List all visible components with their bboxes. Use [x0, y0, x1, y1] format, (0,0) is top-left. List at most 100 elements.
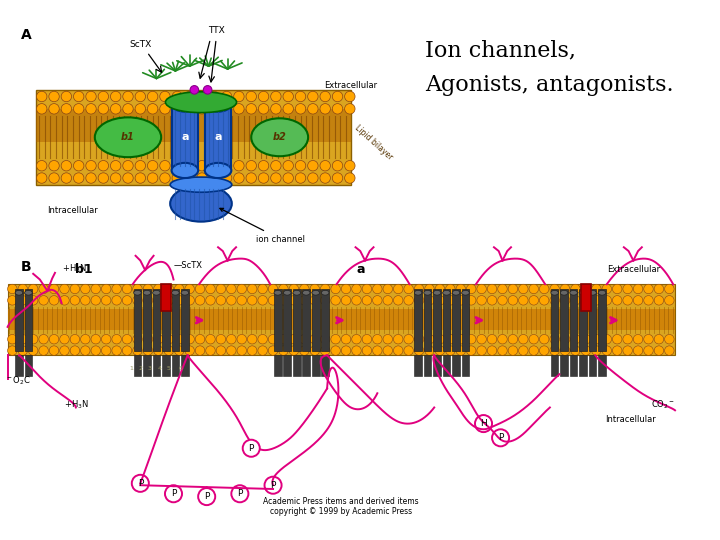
- Circle shape: [279, 346, 288, 355]
- Circle shape: [571, 295, 580, 305]
- Circle shape: [341, 295, 351, 305]
- Circle shape: [221, 173, 232, 183]
- Circle shape: [300, 334, 309, 344]
- Circle shape: [498, 295, 507, 305]
- Circle shape: [209, 104, 220, 114]
- Circle shape: [258, 284, 267, 294]
- Circle shape: [341, 284, 351, 294]
- Circle shape: [508, 334, 518, 344]
- Circle shape: [160, 173, 170, 183]
- Bar: [293, 289, 300, 350]
- Circle shape: [362, 295, 372, 305]
- Circle shape: [258, 346, 267, 355]
- Circle shape: [333, 91, 343, 102]
- Circle shape: [295, 91, 306, 102]
- Circle shape: [634, 334, 643, 344]
- Bar: [171, 104, 198, 171]
- Circle shape: [529, 334, 539, 344]
- Circle shape: [644, 284, 653, 294]
- Circle shape: [185, 295, 194, 305]
- Text: +H$_3$N: +H$_3$N: [62, 263, 86, 275]
- Circle shape: [164, 346, 174, 355]
- Circle shape: [237, 346, 246, 355]
- Circle shape: [295, 160, 306, 171]
- Circle shape: [300, 295, 309, 305]
- Circle shape: [73, 160, 84, 171]
- Circle shape: [550, 346, 559, 355]
- Circle shape: [487, 346, 497, 355]
- Circle shape: [122, 284, 132, 294]
- Circle shape: [258, 104, 269, 114]
- Circle shape: [8, 295, 17, 305]
- Circle shape: [623, 295, 632, 305]
- Circle shape: [487, 295, 497, 305]
- Circle shape: [602, 295, 611, 305]
- Circle shape: [456, 334, 466, 344]
- Ellipse shape: [302, 291, 310, 295]
- Circle shape: [98, 104, 109, 114]
- Circle shape: [221, 91, 232, 102]
- Circle shape: [529, 295, 539, 305]
- Circle shape: [602, 284, 611, 294]
- Circle shape: [8, 346, 17, 355]
- Circle shape: [320, 284, 330, 294]
- Circle shape: [446, 334, 455, 344]
- Circle shape: [61, 173, 71, 183]
- Circle shape: [70, 334, 80, 344]
- Circle shape: [435, 284, 445, 294]
- Circle shape: [174, 295, 184, 305]
- Circle shape: [498, 346, 507, 355]
- Circle shape: [352, 346, 361, 355]
- Circle shape: [237, 284, 246, 294]
- Circle shape: [209, 91, 220, 102]
- Circle shape: [123, 104, 133, 114]
- Circle shape: [143, 295, 153, 305]
- Circle shape: [122, 334, 132, 344]
- Circle shape: [216, 334, 225, 344]
- Text: ion channel: ion channel: [220, 208, 305, 244]
- Circle shape: [148, 173, 158, 183]
- Bar: [162, 289, 170, 350]
- Circle shape: [70, 295, 80, 305]
- Circle shape: [539, 295, 549, 305]
- Circle shape: [132, 475, 149, 492]
- Circle shape: [289, 284, 299, 294]
- Text: P: P: [171, 489, 176, 498]
- Circle shape: [231, 485, 248, 502]
- Circle shape: [185, 284, 194, 294]
- Circle shape: [414, 334, 424, 344]
- Bar: [284, 289, 291, 350]
- Circle shape: [81, 346, 90, 355]
- Circle shape: [320, 91, 330, 102]
- Bar: [443, 289, 450, 350]
- Circle shape: [467, 284, 476, 294]
- Circle shape: [383, 295, 392, 305]
- Circle shape: [581, 334, 590, 344]
- Ellipse shape: [251, 118, 308, 156]
- Circle shape: [310, 295, 320, 305]
- Ellipse shape: [15, 291, 23, 295]
- Circle shape: [60, 295, 69, 305]
- Circle shape: [49, 91, 59, 102]
- Circle shape: [39, 284, 48, 294]
- Circle shape: [81, 295, 90, 305]
- Circle shape: [654, 334, 664, 344]
- Circle shape: [234, 91, 244, 102]
- Circle shape: [613, 284, 622, 294]
- Circle shape: [49, 346, 59, 355]
- Circle shape: [174, 346, 184, 355]
- Bar: [171, 355, 179, 376]
- Bar: [598, 355, 606, 376]
- Circle shape: [283, 104, 294, 114]
- Circle shape: [203, 86, 212, 94]
- Bar: [274, 289, 282, 350]
- Circle shape: [372, 346, 382, 355]
- Circle shape: [333, 160, 343, 171]
- Bar: [36, 109, 351, 142]
- Text: P: P: [270, 481, 276, 490]
- Circle shape: [70, 284, 80, 294]
- Circle shape: [644, 295, 653, 305]
- Circle shape: [477, 334, 487, 344]
- Circle shape: [435, 334, 445, 344]
- Circle shape: [414, 295, 424, 305]
